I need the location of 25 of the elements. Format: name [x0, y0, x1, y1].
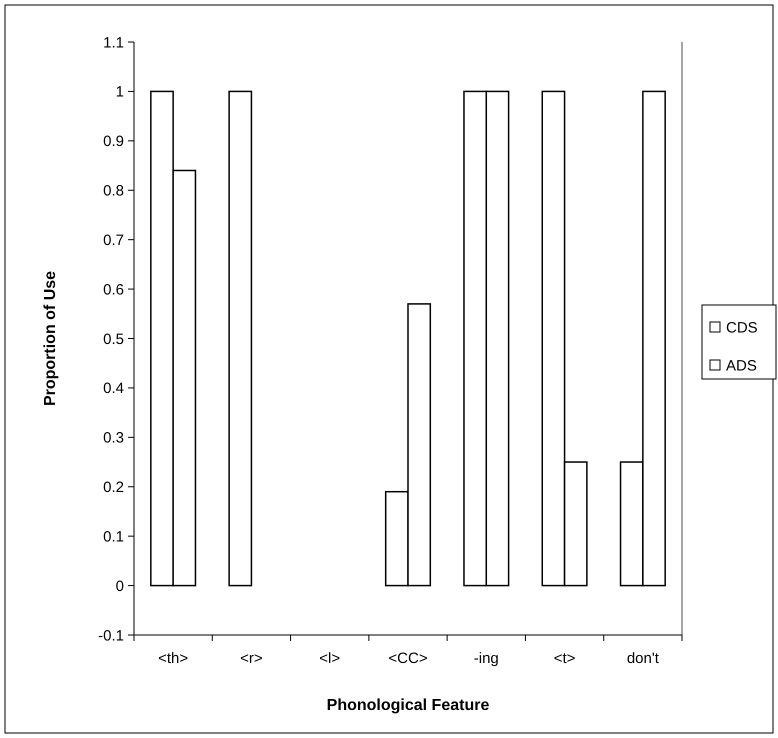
y-tick-label: 0.1 [103, 528, 124, 546]
y-tick-label: 0.8 [103, 182, 124, 200]
y-tick-label: 0 [116, 578, 124, 595]
y-axis-title: Proportion of Use [42, 270, 59, 406]
legend-label: CDS [726, 319, 758, 336]
y-tick-label: 1 [116, 84, 124, 101]
x-tick-label: <t> [554, 650, 576, 667]
legend-label: ADS [726, 357, 757, 374]
y-tick-label: 0.5 [103, 330, 124, 348]
x-tick-label: <th> [158, 650, 188, 667]
x-axis-title: Phonological Feature [326, 697, 490, 714]
bar [228, 90, 252, 586]
y-tick-label: 0.7 [103, 232, 124, 249]
y-tick-label: 0.9 [103, 133, 124, 150]
y-tick-label: 0.2 [103, 479, 124, 496]
y-tick-label: 1.1 [103, 34, 124, 52]
x-tick-label: don't [626, 650, 660, 667]
x-tick-label: -ing [474, 650, 499, 667]
y-tick-label: -0.1 [98, 627, 124, 644]
x-tick-label: <r> [240, 650, 263, 667]
x-tick-label: <CC> [388, 650, 428, 667]
y-tick-label: 0.3 [103, 430, 124, 447]
y-tick-label: 0.4 [103, 380, 124, 398]
y-tick-label: 0.6 [103, 281, 124, 298]
x-tick-label: <l> [319, 650, 340, 667]
